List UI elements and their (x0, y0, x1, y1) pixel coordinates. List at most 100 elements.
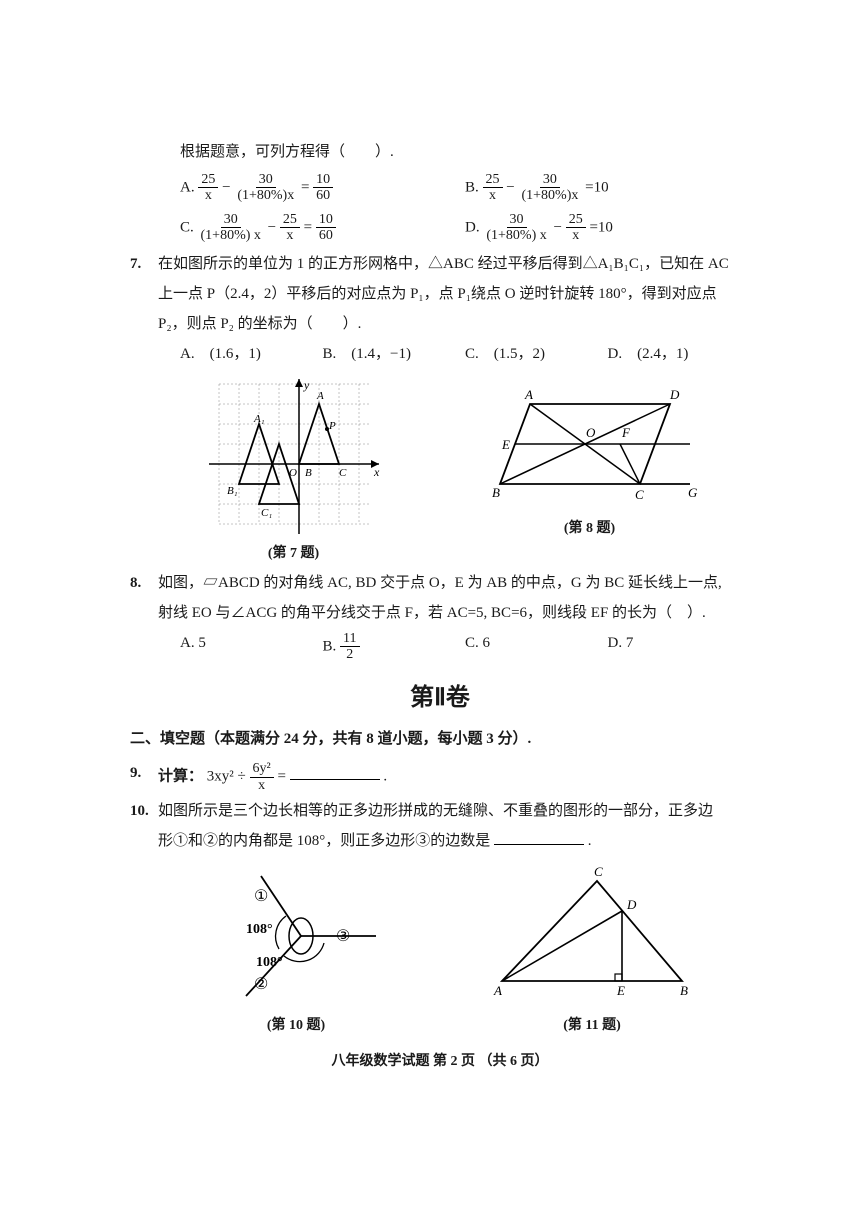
svg-text:D: D (669, 387, 680, 402)
q9-expr: 3xy² ÷ (207, 768, 246, 784)
q9-label: 计算： (158, 768, 203, 784)
frac: 25x (280, 212, 300, 244)
q6-row2: C. 30(1+80%) x − 25x = 1060 D. 30(1+80%)… (180, 212, 750, 244)
svg-text:x: x (373, 465, 380, 479)
fig-q7: y x A P A₁ O B C B₁ C₁ (第 7 题) (199, 374, 389, 565)
frac: 25x (483, 172, 503, 204)
eq: = (304, 219, 316, 235)
minus: − (268, 219, 280, 235)
frac: 112 (340, 631, 359, 663)
q8: 8. 如图，▱ABCD 的对角线 AC, BD 交于点 O，E 为 AB 的中点… (130, 571, 750, 595)
opt-label: A. (180, 179, 195, 195)
svg-text:A: A (493, 983, 502, 998)
eq: =10 (585, 179, 608, 195)
svg-text:108°: 108° (256, 955, 283, 970)
fig-q10: ① 108° 108° ② ③ (第 10 题) (206, 861, 386, 1037)
q10-num: 10. (130, 799, 158, 823)
svg-text:C: C (635, 487, 644, 502)
q9: 9. 计算： 3xy² ÷ 6y²x = . (130, 761, 750, 793)
q8-B: B. 112 (323, 631, 466, 663)
frac: 25x (198, 172, 218, 204)
q10-figs: ① 108° 108° ② ③ (第 10 题) A B C D E (第 11… (158, 861, 750, 1037)
q7-l2: 上一点 P（2.4，2）平移后的对应点为 P₁，点 P₁绕点 O 逆时针旋转 1… (158, 282, 750, 306)
fig-cap: (第 10 题) (206, 1015, 386, 1037)
q6-row1: A. 25x − 30(1+80%)x = 1060 B. 25x − 30(1… (180, 172, 750, 204)
page-footer: 八年级数学试题 第 2 页 （共 6 页） (130, 1051, 750, 1073)
svg-text:A: A (524, 387, 533, 402)
q6-lead: 根据题意，可列方程得（ ）. (180, 140, 750, 164)
svg-text:108°: 108° (246, 922, 273, 937)
q10-l1: 如图所示是三个边长相等的正多边形拼成的无缝隙、不重叠的图形的一部分，正多边 (158, 799, 750, 823)
svg-text:C: C (594, 864, 603, 879)
frac: 30(1+80%)x (518, 172, 581, 204)
opt-label: D. (465, 219, 480, 235)
q7-D: D. (2.4，1) (608, 342, 751, 366)
section2-header: 二、填空题（本题满分 24 分，共有 8 道小题，每小题 3 分）. (130, 727, 750, 751)
svg-text:P: P (328, 420, 336, 432)
svg-text:①: ① (254, 888, 268, 905)
svg-text:B₁: B₁ (227, 485, 238, 497)
eq: = (277, 768, 285, 784)
svg-text:B: B (680, 983, 688, 998)
frac: 25x (566, 212, 586, 244)
opt-label: B. (465, 179, 479, 195)
q6-optD: D. 30(1+80%) x − 25x =10 (465, 212, 750, 244)
svg-text:G: G (688, 485, 698, 500)
eq: =10 (589, 219, 612, 235)
svg-text:③: ③ (336, 928, 350, 945)
svg-text:B: B (492, 485, 500, 500)
q7-l3: P₂，则点 P₂ 的坐标为（ ）. (158, 312, 750, 336)
q8-D: D. 7 (608, 631, 751, 663)
svg-text:②: ② (254, 976, 268, 993)
opt-label: B. (323, 638, 341, 654)
svg-text:y: y (303, 378, 310, 392)
polygon-angle-diagram: ① 108° 108° ② ③ (206, 861, 386, 1011)
svg-text:C₁: C₁ (261, 507, 272, 519)
q8-opts: A. 5 B. 112 C. 6 D. 7 (180, 631, 750, 663)
svg-text:F: F (621, 425, 631, 440)
answer-blank (290, 765, 380, 780)
minus: − (553, 219, 565, 235)
q7-num: 7. (130, 252, 158, 276)
eq: = (301, 179, 313, 195)
answer-blank (494, 830, 584, 845)
q10-l2: 形①和②的内角都是 108°，则正多边形③的边数是 . (158, 829, 750, 853)
fig-cap: (第 7 题) (199, 543, 389, 565)
frac: 30(1+80%)x (234, 172, 297, 204)
fig-q11: A B C D E (第 11 题) (482, 861, 702, 1037)
q7-A: A. (1.6，1) (180, 342, 323, 366)
frac: 6y²x (250, 761, 274, 793)
triangle-diagram: A B C D E (482, 861, 702, 1011)
q6-optC: C. 30(1+80%) x − 25x = 1060 (180, 212, 465, 244)
q9-num: 9. (130, 761, 158, 793)
svg-text:D: D (626, 897, 637, 912)
q9-body: 计算： 3xy² ÷ 6y²x = . (158, 761, 750, 793)
fig-cap: (第 8 题) (470, 518, 710, 540)
q7: 7. 在如图所示的单位为 1 的正方形网格中，△ABC 经过平移后得到△A₁B₁… (130, 252, 750, 276)
q8-num: 8. (130, 571, 158, 595)
grid-triangle-diagram: y x A P A₁ O B C B₁ C₁ (199, 374, 389, 539)
minus: − (506, 179, 518, 195)
q10-l2-text: 形①和②的内角都是 108°，则正多边形③的边数是 (158, 833, 490, 849)
q8-l2: 射线 EO 与∠ACG 的角平分线交于点 F，若 AC=5, BC=6，则线段 … (158, 601, 750, 625)
svg-text:A: A (316, 390, 324, 402)
q7-C: C. (1.5，2) (465, 342, 608, 366)
q6-optB: B. 25x − 30(1+80%)x =10 (465, 172, 750, 204)
fig-q8: A D E O F B C G (第 8 题) (470, 374, 710, 565)
frac: 1060 (313, 172, 333, 204)
svg-text:O: O (586, 425, 596, 440)
q6-optA: A. 25x − 30(1+80%)x = 1060 (180, 172, 465, 204)
q7-opts: A. (1.6，1) B. (1.4，−1) C. (1.5，2) D. (2.… (180, 342, 750, 366)
q8-C: C. 6 (465, 631, 608, 663)
frac: 1060 (316, 212, 336, 244)
frac: 30(1+80%) x (483, 212, 549, 244)
svg-text:E: E (501, 437, 510, 452)
q7-B: B. (1.4，−1) (323, 342, 466, 366)
exam-page: 根据题意，可列方程得（ ）. A. 25x − 30(1+80%)x = 106… (0, 0, 860, 1114)
svg-text:C: C (339, 467, 347, 479)
q7-l1: 在如图所示的单位为 1 的正方形网格中，△ABC 经过平移后得到△A₁B₁C₁，… (158, 252, 750, 276)
frac: 30(1+80%) x (198, 212, 264, 244)
q8-A: A. 5 (180, 631, 323, 663)
part2-title: 第Ⅱ卷 (130, 679, 750, 717)
svg-text:O: O (289, 467, 297, 479)
